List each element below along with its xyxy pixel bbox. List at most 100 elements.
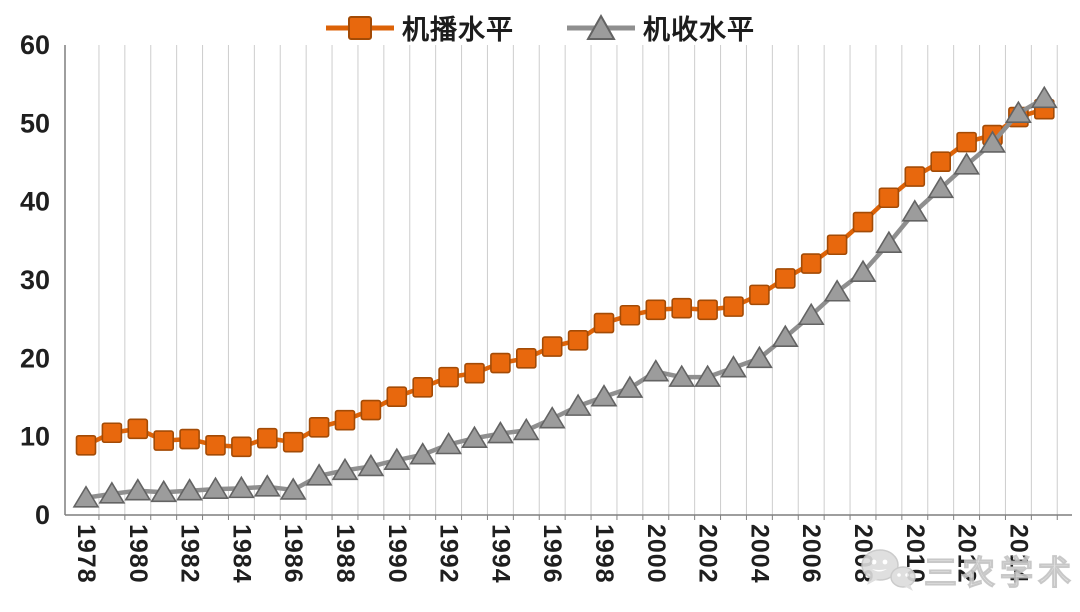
data-point [849,259,877,282]
data-point [205,434,226,456]
svg-text:1984: 1984 [227,524,255,584]
series-机播水平 [75,98,1055,458]
svg-text:10: 10 [20,422,50,452]
data-point [435,431,463,455]
data-point [464,362,485,384]
data-point [486,420,514,444]
svg-text:1978: 1978 [72,524,100,584]
svg-text:2002: 2002 [694,524,722,584]
chart-legend: 机播水平 机收水平 [325,8,755,47]
data-point [490,352,511,374]
data-point [98,481,126,504]
data-point [593,312,615,334]
data-point [305,463,333,486]
data-point [127,418,149,440]
data-point [438,366,459,388]
x-axis-labels: 1978 1980 1982 1984 1986 1988 1990 1992 1994 1996… [72,524,1032,584]
legend-label-harvest: 机收水平 [643,15,755,45]
svg-text:2010: 2010 [901,524,929,584]
data-point [256,427,278,449]
data-point [150,479,178,503]
svg-text:30: 30 [20,265,50,295]
data-point [642,359,670,382]
data-point [75,434,97,456]
data-point [720,355,747,378]
data-point [564,393,592,416]
data-point [953,152,981,175]
data-point [227,475,255,499]
data-point [901,199,929,222]
svg-text:2004: 2004 [745,524,773,584]
data-point [176,478,204,501]
data-point [253,474,281,497]
data-point [538,406,566,429]
data-point [282,431,304,453]
data-point [723,296,744,317]
legend-square-marker-icon [326,15,394,40]
data-point [979,130,1006,153]
legend-label-sowing: 机播水平 [402,15,514,45]
svg-text:60: 60 [20,30,50,60]
data-point [202,476,229,499]
data-point [1030,85,1058,109]
svg-text:1980: 1980 [124,524,152,584]
data-point [875,230,903,253]
svg-text:0: 0 [35,500,50,530]
data-point [927,175,955,199]
data-point [360,399,382,421]
data-point [512,417,540,441]
data-point [749,284,770,306]
data-point [878,187,900,209]
svg-text:20: 20 [20,343,50,373]
svg-text:1992: 1992 [435,524,463,584]
svg-text:1996: 1996 [538,524,566,584]
svg-text:2008: 2008 [849,524,877,584]
data-point [386,386,408,408]
data-point [697,299,718,321]
data-point [231,436,252,458]
svg-text:1988: 1988 [331,524,359,584]
data-point [153,430,174,451]
data-point [745,345,773,369]
data-point [774,268,796,289]
data-point [852,211,874,233]
data-point [823,279,851,302]
data-point [645,299,667,321]
data-point [308,416,330,438]
axes [64,45,1072,516]
svg-text:2012: 2012 [953,524,981,584]
data-point [409,442,437,465]
gridlines [98,45,1058,515]
data-point [515,348,537,369]
data-point [668,364,696,387]
data-point [797,302,825,326]
data-point [694,364,722,387]
svg-text:50: 50 [20,108,50,138]
svg-text:1982: 1982 [176,524,204,584]
data-point [1004,100,1032,123]
svg-text:1994: 1994 [486,524,514,584]
svg-text:2000: 2000 [642,524,670,584]
svg-text:2006: 2006 [797,524,825,584]
data-point [334,409,356,431]
series-机收水平 [72,85,1058,508]
data-point [357,453,385,477]
data-point [619,304,641,326]
data-point [826,234,848,256]
data-point [279,477,307,500]
data-point [383,447,411,470]
svg-text:1998: 1998 [590,524,618,584]
y-axis-labels: 0 10 20 30 40 50 60 [20,30,50,530]
svg-text:40: 40 [20,187,50,217]
data-point [800,253,822,274]
legend-triangle-marker-icon [567,13,635,40]
data-point [771,324,799,347]
data-point [124,478,152,501]
data-point [671,297,693,319]
data-point [567,330,589,351]
svg-text:1986: 1986 [279,524,307,584]
data-point [616,375,644,398]
data-point [590,384,618,407]
